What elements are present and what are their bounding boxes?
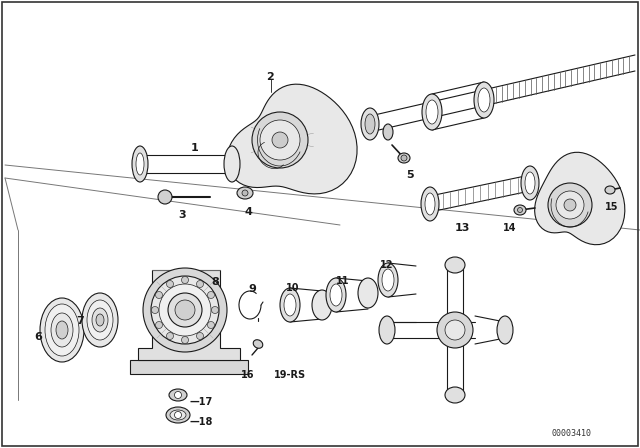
Text: 14: 14 [503,223,516,233]
Polygon shape [534,152,625,245]
Circle shape [260,120,300,160]
Circle shape [445,320,465,340]
Circle shape [518,207,522,212]
Circle shape [207,292,214,298]
Circle shape [437,312,473,348]
Circle shape [182,276,189,284]
Circle shape [175,412,182,418]
Text: 2: 2 [266,72,274,82]
Ellipse shape [280,288,300,322]
Circle shape [242,190,248,196]
Ellipse shape [379,316,395,344]
Ellipse shape [422,94,442,130]
Ellipse shape [521,166,539,200]
Ellipse shape [51,313,73,347]
Ellipse shape [237,187,253,199]
Text: 8: 8 [211,277,219,287]
Ellipse shape [326,278,346,312]
Text: 7: 7 [76,316,84,326]
Ellipse shape [87,300,113,340]
Ellipse shape [378,263,398,297]
Polygon shape [130,360,248,374]
Circle shape [143,268,227,352]
Text: 1: 1 [191,143,199,153]
Text: 10: 10 [286,283,300,293]
Circle shape [166,332,173,340]
Text: 15: 15 [605,202,619,212]
Ellipse shape [40,298,84,362]
Circle shape [175,300,195,320]
Circle shape [151,276,219,344]
Ellipse shape [136,153,144,175]
Text: 00003410: 00003410 [552,429,592,438]
Circle shape [401,155,407,161]
Text: 13: 13 [454,223,470,233]
Circle shape [207,322,214,328]
Ellipse shape [358,278,378,308]
Ellipse shape [253,340,263,348]
Text: —17: —17 [190,397,213,407]
Ellipse shape [605,186,615,194]
Circle shape [556,191,584,219]
Text: 19-RS: 19-RS [274,370,306,380]
Ellipse shape [421,187,439,221]
Circle shape [196,280,204,288]
Circle shape [182,336,189,344]
Circle shape [175,392,182,399]
Ellipse shape [45,304,79,356]
Circle shape [252,112,308,168]
Ellipse shape [330,284,342,306]
Ellipse shape [478,88,490,112]
Ellipse shape [398,153,410,163]
Circle shape [159,284,211,336]
Ellipse shape [169,389,187,401]
Circle shape [156,292,163,298]
Text: —18: —18 [190,417,213,427]
Polygon shape [138,270,240,360]
Circle shape [166,280,173,288]
Text: 11: 11 [336,276,349,286]
Text: 5: 5 [406,170,414,180]
Ellipse shape [425,193,435,215]
Circle shape [548,183,592,227]
Ellipse shape [445,387,465,403]
Text: 12: 12 [380,260,394,270]
Ellipse shape [383,124,393,140]
Circle shape [168,293,202,327]
Ellipse shape [158,190,172,204]
Polygon shape [227,84,357,194]
Circle shape [152,306,159,314]
Circle shape [211,306,218,314]
Circle shape [156,322,163,328]
Ellipse shape [365,114,375,134]
Ellipse shape [170,410,186,420]
Ellipse shape [474,82,494,118]
Ellipse shape [92,308,108,332]
Ellipse shape [426,100,438,124]
Ellipse shape [445,257,465,273]
Ellipse shape [224,146,240,182]
Ellipse shape [166,407,190,423]
Ellipse shape [82,293,118,347]
Text: 6: 6 [34,332,42,342]
Ellipse shape [382,269,394,291]
Text: 16: 16 [241,370,255,380]
Circle shape [196,332,204,340]
Text: 9: 9 [248,284,256,294]
Ellipse shape [497,316,513,344]
Ellipse shape [514,205,526,215]
Circle shape [564,199,576,211]
Circle shape [272,132,288,148]
Ellipse shape [56,321,68,339]
Text: 4: 4 [244,207,252,217]
Ellipse shape [96,314,104,326]
Text: 3: 3 [178,210,186,220]
Ellipse shape [132,146,148,182]
Ellipse shape [525,172,535,194]
Ellipse shape [312,290,332,320]
Ellipse shape [284,294,296,316]
Ellipse shape [361,108,379,140]
